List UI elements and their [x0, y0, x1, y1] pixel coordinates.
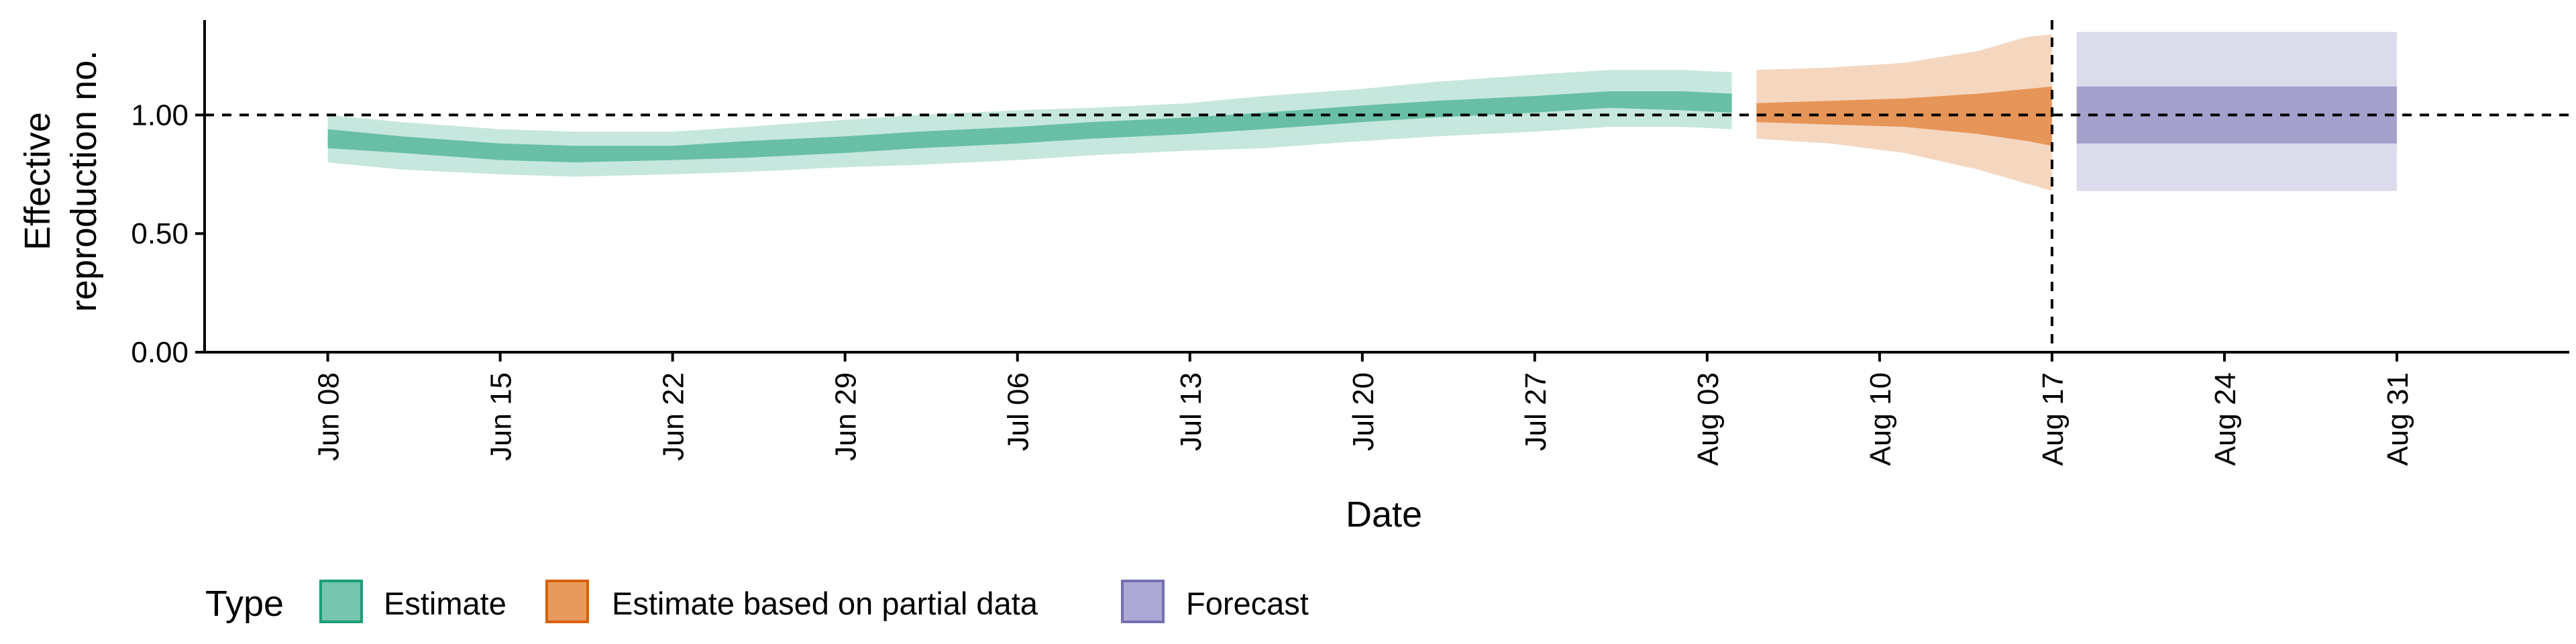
legend-key-forecast [1121, 580, 1165, 623]
band-50-estimate [327, 91, 1732, 163]
x-tick-label: Aug 10 [1864, 372, 1897, 466]
x-tick-label: Jul 20 [1347, 372, 1380, 451]
x-tick-label: Aug 17 [2037, 372, 2070, 466]
legend-title: Type [205, 584, 284, 624]
x-tick-label: Aug 24 [2209, 372, 2242, 466]
x-tick-label: Aug 31 [2381, 372, 2414, 466]
legend-label-estimate: Estimate [384, 586, 506, 621]
x-tick-label: Jul 27 [1519, 372, 1552, 451]
legend: Type Estimate Estimate based on partial … [205, 580, 1309, 624]
legend-key-partial [545, 580, 589, 623]
legend-label-partial: Estimate based on partial data [612, 586, 1038, 621]
y-tick-label: 0.00 [131, 336, 189, 369]
x-tick-label: Aug 03 [1692, 372, 1725, 466]
y-axis-title-line1: Effective [17, 112, 58, 250]
x-tick-label: Jun 22 [657, 372, 690, 461]
legend-key-estimate [319, 580, 363, 623]
credible-bands [327, 32, 2397, 191]
x-axis-ticks: Jun 08 Jun 15 Jun 22 Jun 29 Jul 06 Jul 13 Jul … [313, 352, 2414, 466]
x-tick-label: Jun 15 [485, 372, 518, 461]
x-axis-title: Date [1346, 494, 1422, 535]
x-tick-label: Jun 29 [830, 372, 863, 461]
reference-lines [205, 20, 2569, 352]
axes [203, 20, 2569, 354]
x-tick-label: Jun 08 [313, 372, 345, 461]
x-tick-label: Jul 13 [1175, 372, 1208, 451]
y-axis-title-line2: reproduction no. [64, 50, 104, 312]
y-tick-label: 1.00 [131, 99, 189, 131]
legend-label-forecast: Forecast [1186, 586, 1309, 621]
x-tick-label: Jul 06 [1002, 372, 1035, 451]
y-tick-label: 0.50 [131, 217, 189, 250]
y-axis-ticks: 0.00 0.50 1.00 [131, 99, 205, 369]
